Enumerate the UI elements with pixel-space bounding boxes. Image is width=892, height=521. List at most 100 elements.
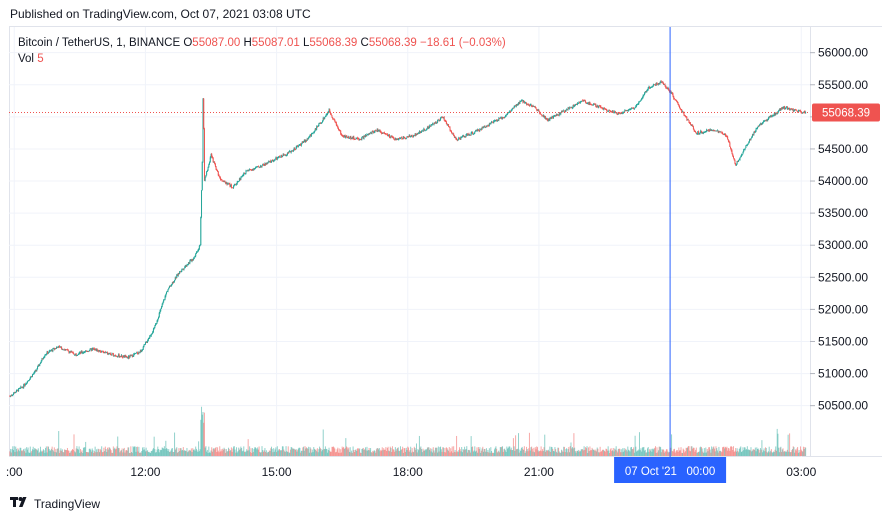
candlestick-chart[interactable]: 50500.0051000.0051500.0052000.0052500.00…	[0, 0, 892, 490]
candle-body	[75, 353, 77, 356]
volume-bar	[442, 447, 444, 456]
price-axis[interactable]	[810, 26, 882, 457]
candle-body	[639, 100, 641, 102]
volume-bar	[305, 448, 307, 456]
candle-body	[240, 176, 242, 180]
candle-body	[673, 96, 675, 99]
volume-bar	[574, 447, 576, 456]
candle-body	[198, 246, 200, 250]
legend-vol-label[interactable]: Vol	[18, 53, 34, 65]
candle-body	[649, 87, 651, 89]
candle-body	[754, 130, 756, 133]
candle-body	[371, 131, 373, 134]
volume-bar	[716, 450, 718, 456]
volume-bar	[168, 451, 170, 456]
candle-body	[19, 387, 21, 389]
candle-body	[391, 136, 393, 138]
volume-bar	[229, 451, 231, 456]
last-price-tag-text: 55068.39	[822, 107, 870, 119]
volume-bar	[733, 451, 735, 456]
volume-bar	[394, 451, 396, 456]
candle-body	[718, 131, 720, 133]
volume-bar	[460, 451, 462, 456]
volume-bar	[600, 451, 602, 456]
volume-bar	[488, 452, 490, 456]
volume-bar	[121, 448, 123, 456]
volume-bar	[136, 446, 138, 456]
candle-body	[428, 127, 430, 129]
candle-body	[716, 130, 718, 132]
volume-bar	[789, 433, 791, 456]
volume-bar	[663, 452, 665, 456]
volume-bar	[48, 448, 50, 456]
candle-body	[26, 383, 28, 384]
volume-bar	[397, 447, 399, 456]
candle-body	[405, 138, 407, 139]
volume-bar	[351, 450, 353, 456]
candle-body	[125, 356, 127, 358]
candle-body	[45, 354, 47, 355]
candle-body	[552, 115, 554, 118]
volume-bar	[695, 447, 697, 456]
volume-bar	[593, 449, 595, 456]
volume-bar	[623, 448, 625, 456]
volume-bar	[336, 449, 338, 456]
candle-body	[155, 323, 157, 324]
volume-bar	[534, 452, 536, 456]
candle-body	[145, 341, 147, 343]
candle-body	[373, 131, 375, 133]
candle-body	[353, 136, 355, 139]
volume-bar	[528, 432, 530, 456]
candle-body	[427, 126, 429, 129]
volume-bar	[377, 448, 379, 456]
volume-bar	[706, 449, 708, 456]
volume-bar	[716, 448, 718, 456]
chart-pane[interactable]	[9, 26, 810, 457]
volume-bar	[55, 449, 57, 456]
volume-bar	[174, 449, 176, 456]
candle-body	[261, 165, 263, 167]
volume-bar	[523, 449, 525, 456]
candle-body	[571, 107, 573, 109]
volume-bar	[443, 452, 445, 456]
volume-bar	[21, 451, 23, 456]
candle-body	[568, 107, 570, 109]
candle-body	[124, 355, 126, 358]
candle-body	[791, 109, 793, 111]
candle-body	[324, 116, 326, 119]
candle-body	[198, 249, 200, 251]
candle-body	[219, 177, 221, 180]
candle-body	[184, 266, 186, 269]
candle-body	[85, 350, 87, 353]
candle-body	[409, 135, 411, 137]
volume-bar	[139, 452, 141, 456]
candle-body	[220, 179, 222, 181]
volume-bar	[315, 449, 317, 456]
candle-body	[15, 392, 17, 393]
candle-body	[466, 134, 468, 136]
candle-body	[329, 109, 331, 113]
candle-body	[719, 131, 721, 133]
candle-body	[331, 115, 333, 118]
candle-body	[732, 153, 734, 156]
candle-body	[487, 125, 489, 127]
volume-bar	[528, 448, 530, 456]
tradingview-logo[interactable]: TradingView	[10, 496, 100, 511]
volume-bar	[87, 452, 89, 456]
legend-symbol[interactable]: Bitcoin / TetherUS, 1, BINANCE	[18, 37, 181, 49]
candle-body	[152, 331, 154, 334]
candle-body	[289, 151, 291, 153]
candle-body	[268, 161, 270, 163]
volume-bar	[280, 450, 282, 456]
volume-bar	[456, 451, 458, 456]
volume-bar	[682, 448, 684, 456]
candle-body	[224, 181, 226, 183]
candle-body	[575, 104, 577, 105]
volume-bar	[680, 447, 682, 456]
volume-bar	[800, 446, 802, 456]
candle-body	[601, 107, 603, 109]
volume-bar	[109, 448, 111, 456]
candle-body	[132, 356, 134, 357]
candle-body	[647, 87, 649, 90]
candle-body	[356, 137, 358, 139]
